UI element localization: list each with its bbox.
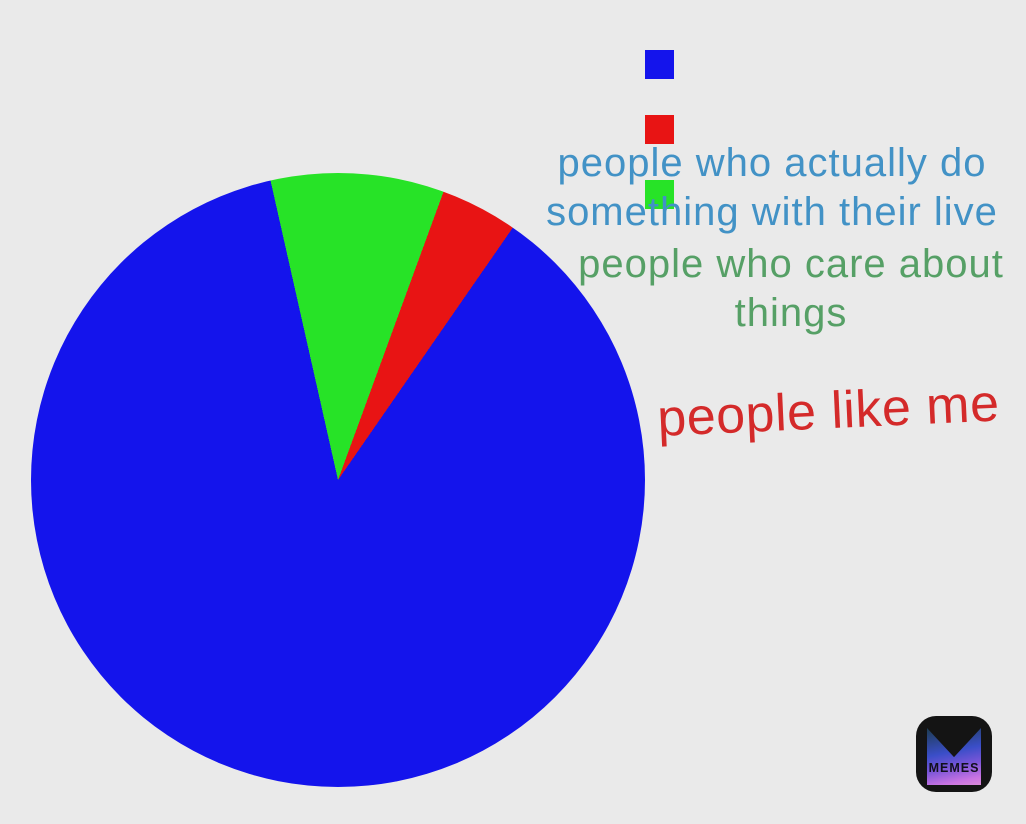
legend-swatch-blue [645,50,674,79]
memes-app-badge: MEMES [916,716,992,792]
legend-swatch-red [645,115,674,144]
label-red-slice: people like me [656,374,1001,448]
label-green-slice: people who care about things [578,242,1004,335]
label-blue-slice: people who actually do something with th… [546,141,998,234]
memes-logo-icon: MEMES [927,728,981,785]
memes-logo-text: MEMES [928,761,980,775]
pie-chart [31,173,645,787]
legend-swatch-green [645,180,674,209]
